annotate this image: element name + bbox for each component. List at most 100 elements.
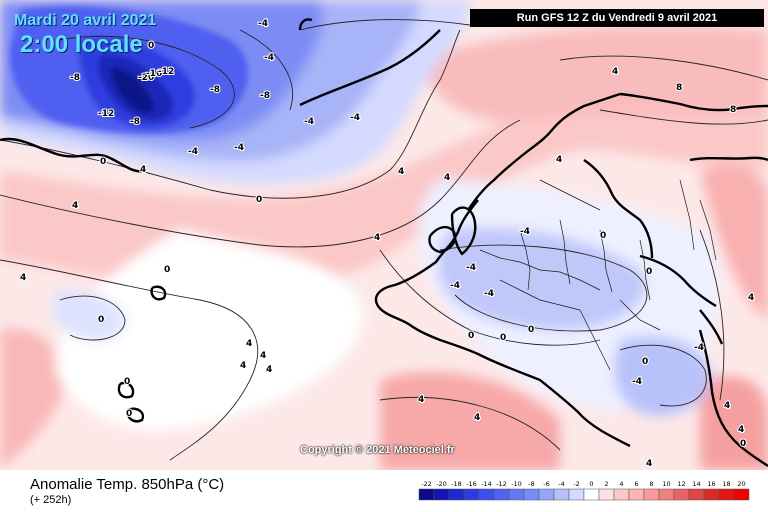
legend-tick-label: -12 bbox=[496, 480, 507, 488]
legend-swatch bbox=[688, 488, 705, 501]
contour-label: -8 bbox=[260, 91, 270, 101]
contour-label: 0 bbox=[126, 409, 132, 419]
weather-map: -20-16-12-12-8-8-8-8-4-4-4-4 -4-400000000… bbox=[0, 0, 768, 470]
legend-swatch bbox=[568, 488, 585, 501]
legend-swatch bbox=[658, 488, 675, 501]
ireland-coast bbox=[428, 225, 457, 254]
legend-swatch bbox=[463, 488, 480, 501]
contour-label: 4 bbox=[738, 425, 744, 435]
cold-zone-europe bbox=[438, 227, 646, 330]
warm-patch-southeast bbox=[700, 376, 768, 470]
warm-patch-north bbox=[420, 26, 768, 121]
border-north-south-3 bbox=[599, 229, 613, 293]
legend-tick-label: 14 bbox=[692, 480, 700, 488]
contour-label: -4 bbox=[520, 227, 530, 237]
contour-eight-north bbox=[559, 55, 768, 81]
contour-zero-iberia bbox=[379, 249, 601, 346]
country-borders bbox=[479, 179, 717, 371]
border-north-south-2 bbox=[559, 219, 571, 285]
contour-label: 4 bbox=[646, 459, 652, 469]
isotherm-contours bbox=[0, 19, 768, 461]
contour-label: 4 bbox=[260, 351, 266, 361]
contour-greenland-outer bbox=[239, 29, 293, 111]
contour-label: 4 bbox=[556, 155, 562, 165]
contour-label: 4 bbox=[246, 339, 252, 349]
contour-label: 0 bbox=[600, 231, 606, 241]
contour-label: 0 bbox=[98, 315, 104, 325]
contour-minus-four-balkans bbox=[619, 344, 707, 407]
legend-swatch bbox=[523, 488, 540, 501]
contour-label: -16 bbox=[146, 69, 162, 79]
legend-tick-label: -14 bbox=[481, 480, 492, 488]
contour-label: -4 bbox=[304, 117, 314, 127]
legend-tick-label: 2 bbox=[604, 480, 608, 488]
legend-tick-label: 6 bbox=[634, 480, 638, 488]
warm-patch-africa bbox=[380, 372, 560, 470]
contour-greenland-inner bbox=[59, 35, 235, 129]
legend-tick-label: 20 bbox=[737, 480, 745, 488]
legend-tick-label: -22 bbox=[421, 480, 432, 488]
legend-swatch bbox=[598, 488, 615, 501]
run-info: Run GFS 12 Z du Vendredi 9 avril 2021 bbox=[470, 9, 764, 27]
contour-eight-scandinavia bbox=[599, 109, 768, 125]
mediterranean-east-coast bbox=[698, 329, 768, 467]
legend-swatch bbox=[448, 488, 465, 501]
contour-label: -4 bbox=[350, 113, 360, 123]
legend-swatch bbox=[508, 488, 525, 501]
contour-zero-azores bbox=[59, 295, 126, 341]
contour-label: -4 bbox=[466, 263, 476, 273]
legend-tick-label: 4 bbox=[619, 480, 623, 488]
legend-tick-label: 0 bbox=[589, 480, 593, 488]
legend-tick-label: 18 bbox=[722, 480, 730, 488]
polar-coast bbox=[299, 29, 441, 107]
forecast-lead-time: (+ 252h) bbox=[30, 494, 72, 506]
baltic-coast bbox=[583, 159, 654, 259]
contour-minus-four-europe bbox=[439, 244, 648, 332]
black-sea-coast bbox=[639, 254, 717, 308]
border-central-europe bbox=[499, 279, 581, 311]
legend-swatch bbox=[553, 488, 570, 501]
contour-label: 0 bbox=[646, 267, 652, 277]
cold-core-greenland-4 bbox=[111, 67, 155, 114]
legend-swatch bbox=[718, 488, 735, 501]
contour-label: 0 bbox=[124, 377, 130, 387]
contour-label: -8 bbox=[210, 85, 220, 95]
contour-label: 0 bbox=[500, 333, 506, 343]
contour-label: -20 bbox=[138, 73, 154, 83]
border-north-south-1 bbox=[519, 229, 531, 291]
canary-coast bbox=[126, 407, 145, 423]
contour-label: 0 bbox=[164, 265, 170, 275]
contour-label: 4 bbox=[20, 273, 26, 283]
contour-label: 4 bbox=[72, 201, 78, 211]
border-east-1 bbox=[619, 299, 661, 331]
iceland-coast bbox=[298, 18, 313, 31]
contour-label: -4 bbox=[188, 147, 198, 157]
contour-label: -8 bbox=[130, 117, 140, 127]
legend-tick-label: -10 bbox=[511, 480, 522, 488]
contour-label: 0 bbox=[148, 41, 154, 51]
east-region-coast bbox=[689, 156, 768, 162]
contour-label: 8 bbox=[730, 105, 736, 115]
warm-patch-southwest bbox=[0, 328, 66, 470]
contour-four-east bbox=[699, 229, 725, 401]
legend-tick-label: -4 bbox=[558, 480, 564, 488]
border-balkans bbox=[579, 309, 611, 371]
contour-label: 4 bbox=[748, 293, 754, 303]
contour-label: -4 bbox=[632, 377, 642, 387]
contour-label: 4 bbox=[444, 173, 450, 183]
forecast-hour: 2:00 locale bbox=[20, 31, 143, 58]
europe-atlantic-coast bbox=[374, 199, 481, 357]
copyright: Copyright © 2021 Meteociel.fr bbox=[300, 444, 455, 456]
legend-swatch bbox=[613, 488, 630, 501]
contour-four-azores bbox=[0, 259, 259, 461]
cold-zone-azores bbox=[52, 290, 126, 341]
contour-label: 0 bbox=[740, 439, 746, 449]
forecast-date: Mardi 20 avril 2021 bbox=[14, 12, 157, 29]
contour-label: 0 bbox=[256, 195, 262, 205]
legend-swatch bbox=[493, 488, 510, 501]
contour-label: -8 bbox=[70, 73, 80, 83]
legend-tick-label: 8 bbox=[649, 480, 653, 488]
contour-zero-greenland bbox=[0, 29, 461, 199]
contour-four-atlantic bbox=[0, 119, 521, 248]
